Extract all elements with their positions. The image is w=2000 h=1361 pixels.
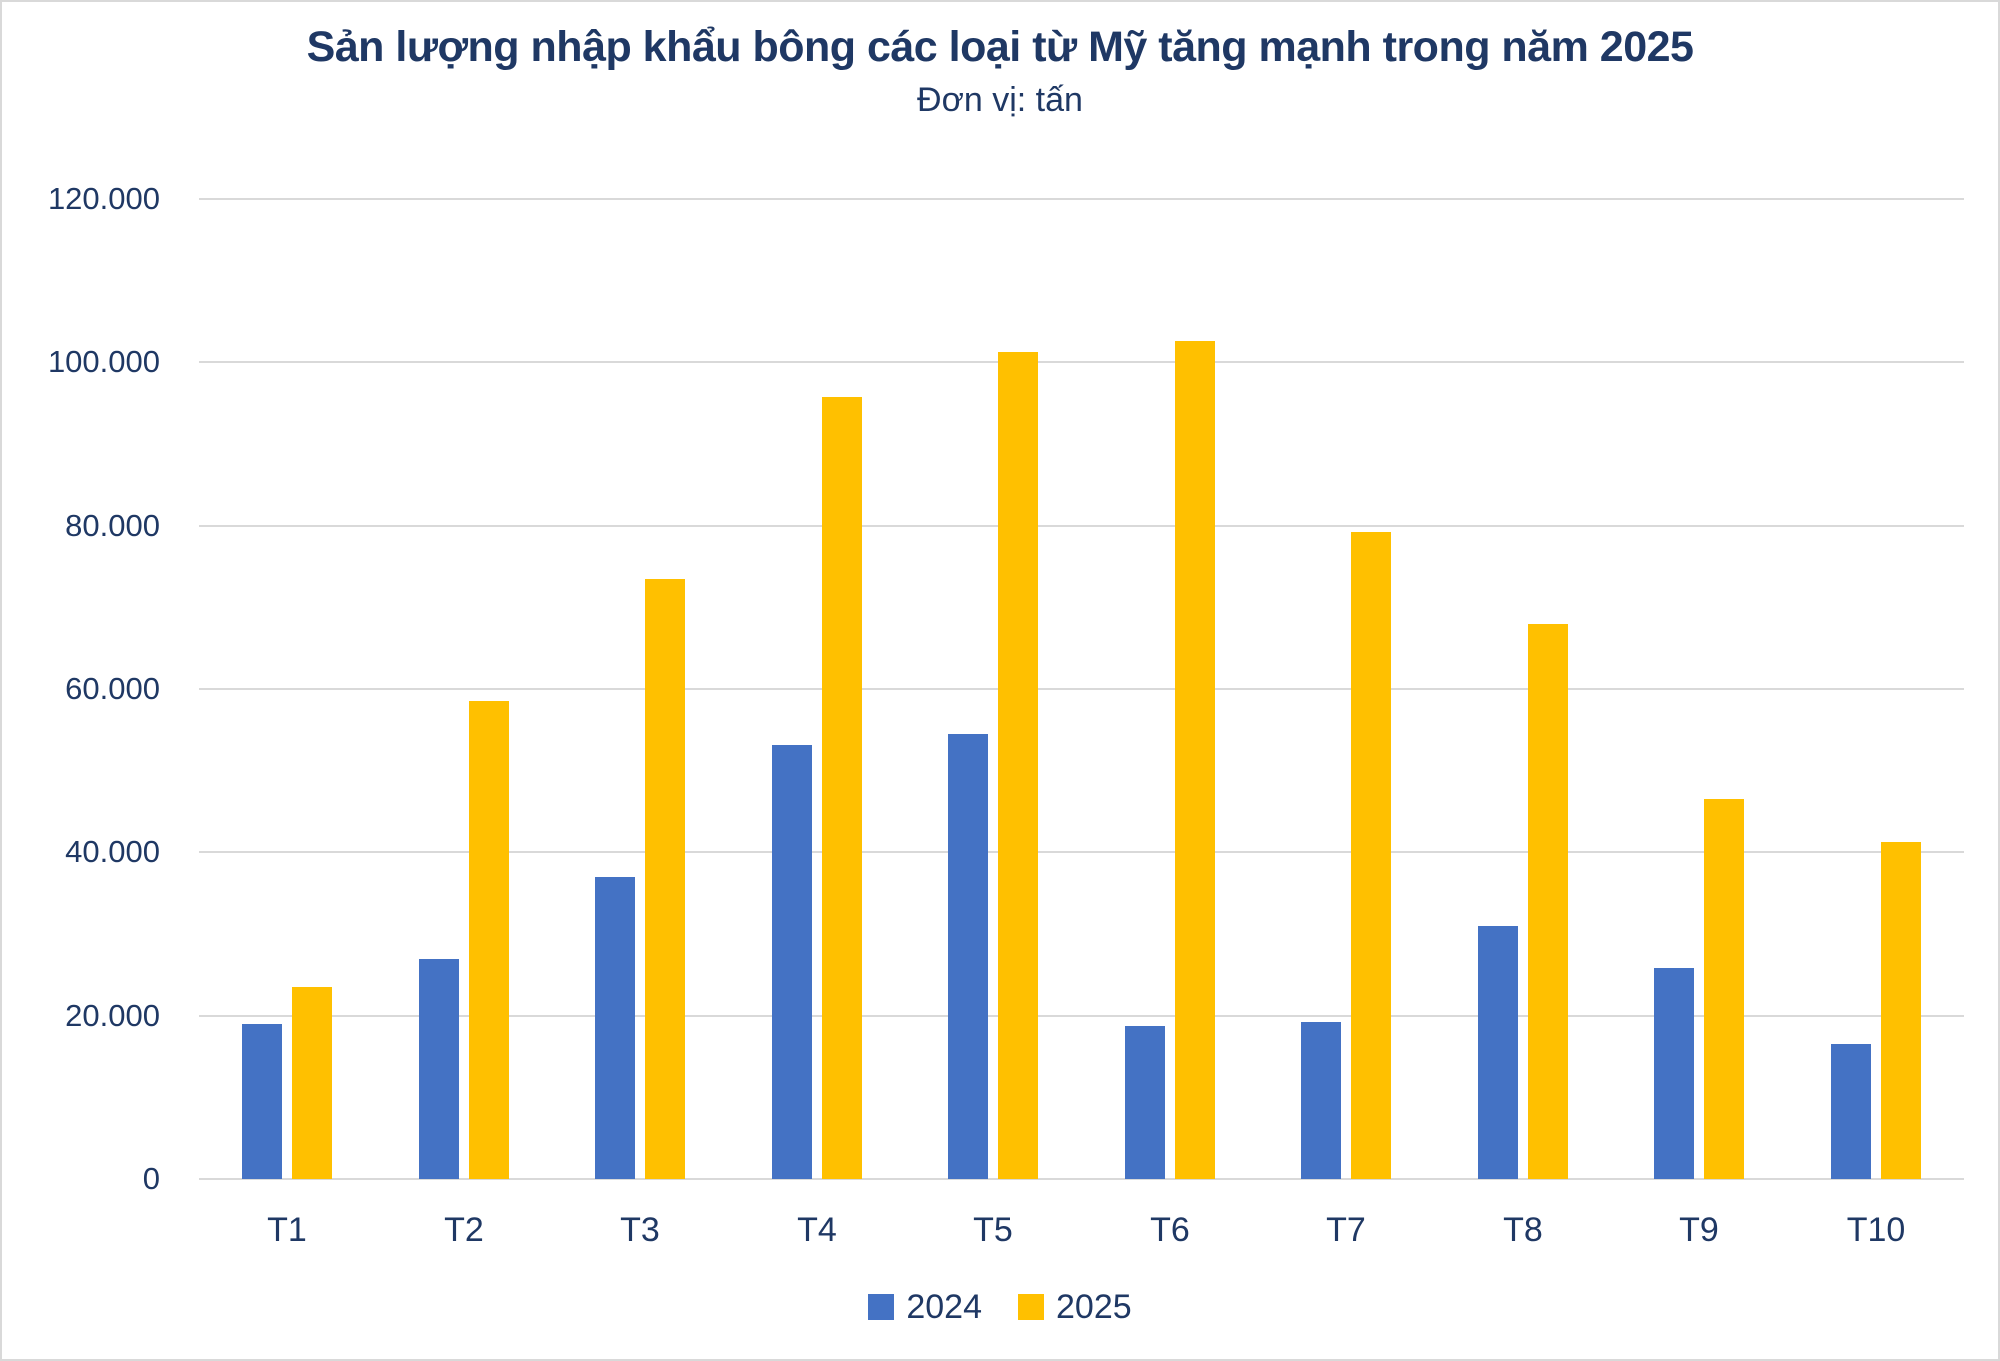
xtick-label-T6: T6 xyxy=(1150,1211,1190,1249)
xtick-label-T7: T7 xyxy=(1326,1211,1366,1249)
ytick-label-80000: 80.000 xyxy=(65,507,160,543)
bar-2024-T6 xyxy=(1125,1026,1165,1179)
xtick-label-T2: T2 xyxy=(444,1211,484,1249)
xtick-label-T3: T3 xyxy=(620,1211,660,1249)
bar-2025-T2 xyxy=(469,701,509,1179)
ytick-label-0: 0 xyxy=(142,1161,160,1196)
gridline-60000 xyxy=(199,688,1964,690)
xtick-label-T4: T4 xyxy=(797,1211,837,1249)
bar-2025-T5 xyxy=(998,352,1038,1179)
bar-2025-T4 xyxy=(822,397,862,1179)
chart-title: Sản lượng nhập khẩu bông các loại từ Mỹ … xyxy=(306,23,1694,71)
bar-2024-T5 xyxy=(948,734,988,1179)
legend-entry-2025: 2025 xyxy=(1018,1284,1132,1330)
xtick-label-T9: T9 xyxy=(1679,1211,1719,1249)
ytick-label-40000: 40.000 xyxy=(65,834,160,870)
bar-2024-T1 xyxy=(242,1024,282,1179)
bar-2024-T10 xyxy=(1831,1044,1871,1179)
chart-subtitle: Đơn vị: tấn xyxy=(917,81,1083,119)
bar-2024-T4 xyxy=(772,745,812,1179)
legend-swatch-2024 xyxy=(868,1294,895,1320)
gridline-20000 xyxy=(199,1014,1964,1017)
xtick-label-T1: T1 xyxy=(267,1211,307,1249)
bar-2025-T1 xyxy=(292,987,332,1179)
gridline-40000 xyxy=(199,851,1964,854)
legend-label-2025: 2025 xyxy=(1056,1288,1132,1326)
legend: 2024 2025 xyxy=(2,1284,1998,1330)
ytick-label-100000: 100.000 xyxy=(47,344,160,380)
ytick-label-120000: 120.000 xyxy=(47,181,160,216)
gridline-100000 xyxy=(199,361,1964,364)
bar-2024-T8 xyxy=(1478,926,1518,1179)
legend-entry-2024: 2024 xyxy=(868,1284,982,1330)
ytick-label-60000: 60.000 xyxy=(65,671,160,706)
xtick-label-T10: T10 xyxy=(1846,1211,1906,1249)
bar-2024-T9 xyxy=(1654,968,1694,1179)
bar-2025-T9 xyxy=(1704,799,1744,1179)
legend-label-2024: 2024 xyxy=(906,1288,982,1326)
gridline-120000 xyxy=(199,198,1964,200)
bar-2025-T3 xyxy=(645,579,685,1179)
x-axis-line xyxy=(199,1178,1964,1180)
bar-2025-T6 xyxy=(1175,341,1215,1179)
bar-2024-T2 xyxy=(419,959,459,1179)
legend-swatch-2025 xyxy=(1018,1294,1044,1320)
xtick-label-T5: T5 xyxy=(973,1211,1013,1249)
xtick-label-T8: T8 xyxy=(1503,1211,1543,1249)
bar-2025-T7 xyxy=(1351,532,1391,1179)
gridline-80000 xyxy=(199,524,1964,527)
bar-2024-T3 xyxy=(595,877,635,1179)
bar-2024-T7 xyxy=(1301,1022,1341,1179)
bar-2025-T8 xyxy=(1528,624,1568,1179)
bar-2025-T10 xyxy=(1881,842,1921,1179)
ytick-label-20000: 20.000 xyxy=(65,997,160,1033)
